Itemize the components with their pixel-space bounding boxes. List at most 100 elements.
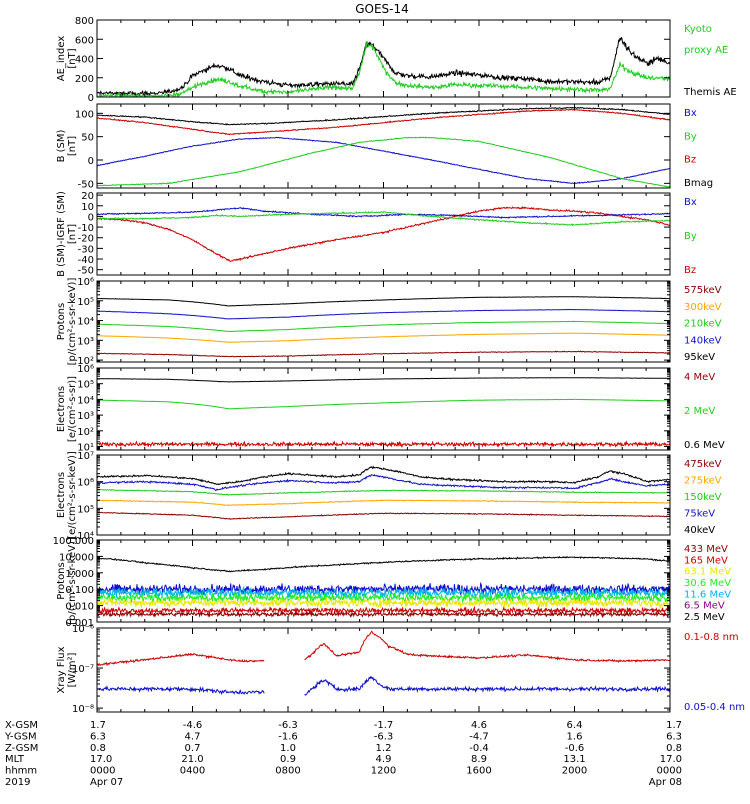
x-axis-row-value: 1.7 [666,720,682,731]
electrons1-ylabel-units: [e/(cm²-s-sr)] [67,376,78,442]
protons1-ytick-label: 10² [77,356,94,367]
x-axis-table: X-GSM 1.7 -4.6 -6.3 -1.7 4.6 6.4 1.7Y-GSM 6.3 4.7… [4,720,682,788]
bsm-legend-entry: Bx [684,108,697,119]
bsm-series-bx [97,136,670,185]
protons2-ytick-label: 0.100 [65,585,94,596]
protons1-ytick-label: 10⁶ [77,277,94,288]
electrons2-frame [96,454,671,536]
protons2-ytick-label: 100.000 [53,536,94,547]
protons1-legend-entry: 95keV [684,352,715,363]
x-axis-row-value: 0800 [275,766,300,777]
protons1-legend-entry: 210keV [684,319,722,330]
bigrf-series-bx [97,206,670,220]
ae-legend-entry: Themis AE [683,87,737,98]
x-axis-row-label: Z-GSM [5,743,38,754]
protons2-series-433-mev [97,610,670,619]
electrons2-ylabel-units: [e/(cm²-s-sr-keV)] [67,451,78,539]
electrons1-series-group [97,377,670,449]
xray-series-0-1-0-8-nm [97,630,670,667]
x-axis-row-value: 1.7 [90,720,106,731]
x-axis-row-value: 4.9 [376,754,392,765]
electrons2-series-group [97,465,670,520]
x-axis-row-label: Y-GSM [4,731,37,742]
x-axis-row-value: -6.3 [278,720,298,731]
electrons1-legend-entry: 4 MeV [684,372,715,383]
protons1-ytick-label: 10⁵ [77,297,94,308]
x-axis-row-label: X-GSM [5,720,38,731]
electrons1-ytick-label: 10² [77,427,94,438]
protons2-ytick-label: 0.001 [65,618,94,629]
ae-series-themis-ae [97,36,670,97]
panel-protons1: 10² 10³ 10⁴ 10⁵ 10⁶ Protons [p/(cm²-s-sr-keV)]… [56,277,722,367]
xray-ylabel: Xray Flux [56,646,67,693]
x-axis-row-value: 0.8 [90,743,106,754]
electrons2-ytick-label: 10⁶ [77,478,94,489]
protons2-series-2-5-mev [97,555,670,573]
ae-series-group [97,36,670,97]
protons1-series-95kev [97,296,670,307]
bigrf-ytick-label: 10 [81,202,94,213]
bigrf-legend-entry: Bx [684,197,697,208]
bigrf-ytick-label: -10 [78,223,94,234]
ae-ytick-label: 600 [75,35,94,46]
electrons1-legend-entry: 2 MeV [684,406,715,417]
bigrf-ylabel: B (SM)-IGRF (SM) [56,191,67,277]
x-axis-row-value: 6.3 [666,731,682,742]
bsm-series-group [97,106,670,188]
xray-ytick-label: 10⁻⁷ [72,664,94,675]
x-axis-row-value: 6.3 [90,731,106,742]
panel-electrons1: 10¹ 10² 10³ 10⁴ 10⁵ 10⁶ Electrons [e/(cm²-s-sr)… [56,364,725,454]
protons2-series-group [97,555,670,619]
x-axis-row-value: 0.8 [666,743,682,754]
x-axis-row-value: Apr 07 [90,777,123,788]
electrons2-ylabel: Electrons [56,472,67,518]
electrons2-ytick-label: 10⁴ [77,531,94,542]
protons2-ytick-label: 0.010 [65,602,94,613]
bigrf-legend-entry: Bz [684,265,696,276]
protons2-legend-entry: 30.6 MeV [684,578,731,589]
x-axis-row-value: 21.0 [181,754,203,765]
bsm-series-bz [97,108,670,136]
bigrf-ytick-label: -30 [78,244,94,255]
protons2-ylabel-units: [p/(cm²-s-sr-keV)] [67,537,78,625]
electrons2-series-40kev [97,465,670,486]
electrons1-ytick-label: 10⁴ [77,395,94,406]
x-axis-row-label: 2019 [5,777,30,788]
bigrf-ytick-label: 20 [81,191,94,202]
electrons2-series-150kev [97,488,670,496]
panel-xray: 10⁻⁸ 10⁻⁷ 10⁻⁶ Xray Flux [W/m²] 0.1-0.8 nm 0.0… [56,624,745,715]
bsm-ytick-label: 100 [75,109,94,120]
protons1-series-140kev [97,308,670,320]
protons2-series-11-6-mev [97,585,670,599]
bsm-series-by [97,136,670,188]
electrons2-ytick-label: 10⁵ [77,504,94,515]
x-axis-row-value: 0.9 [280,754,296,765]
xray-series-0-05-0-4-nm [97,675,670,696]
x-axis-row-value: -4.7 [469,731,489,742]
x-axis-row-value: 0000 [657,766,682,777]
x-axis-row-value: 13.1 [563,754,585,765]
ae-ytick-label: 800 [75,16,94,27]
protons1-ytick-label: 10³ [77,336,94,347]
bigrf-ylabel-units: [nT] [67,224,78,244]
bsm-legend-entry: Bmag [684,178,713,189]
protons1-legend-entry: 300keV [684,302,722,313]
panel-bsm: -50 0 50 100 B (SM) [nT] Bx By Bz Bmag [56,103,713,190]
xray-legend-entry: 0.1-0.8 nm [684,632,739,643]
bsm-ytick-label: 0 [88,156,94,167]
bigrf-ytick-label: -20 [78,234,94,245]
bigrf-series-by [97,210,670,227]
electrons1-ytick-label: 10⁶ [77,364,94,375]
electrons2-legend-entry: 40keV [684,525,715,536]
x-axis-row-value: 17.0 [660,754,682,765]
protons1-series-group [97,296,670,358]
bsm-ylabel-units: [nT] [67,136,78,156]
x-axis-row-value: 1600 [466,766,491,777]
x-axis-row-value: 0.7 [185,743,201,754]
protons2-ytick-label: 1.000 [65,569,94,580]
x-axis-row-value: -6.3 [374,731,394,742]
electrons2-ytick-label: 10⁷ [77,451,94,462]
electrons2-series-275kev [97,499,670,507]
bigrf-ytick-label: -50 [78,266,94,277]
